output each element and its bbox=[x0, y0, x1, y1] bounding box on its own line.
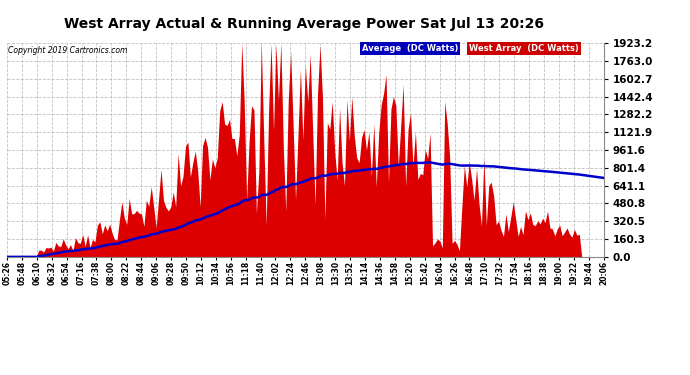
Text: West Array  (DC Watts): West Array (DC Watts) bbox=[469, 44, 579, 53]
Text: West Array Actual & Running Average Power Sat Jul 13 20:26: West Array Actual & Running Average Powe… bbox=[63, 17, 544, 31]
Text: Copyright 2019 Cartronics.com: Copyright 2019 Cartronics.com bbox=[8, 46, 128, 56]
Text: Average  (DC Watts): Average (DC Watts) bbox=[362, 44, 458, 53]
